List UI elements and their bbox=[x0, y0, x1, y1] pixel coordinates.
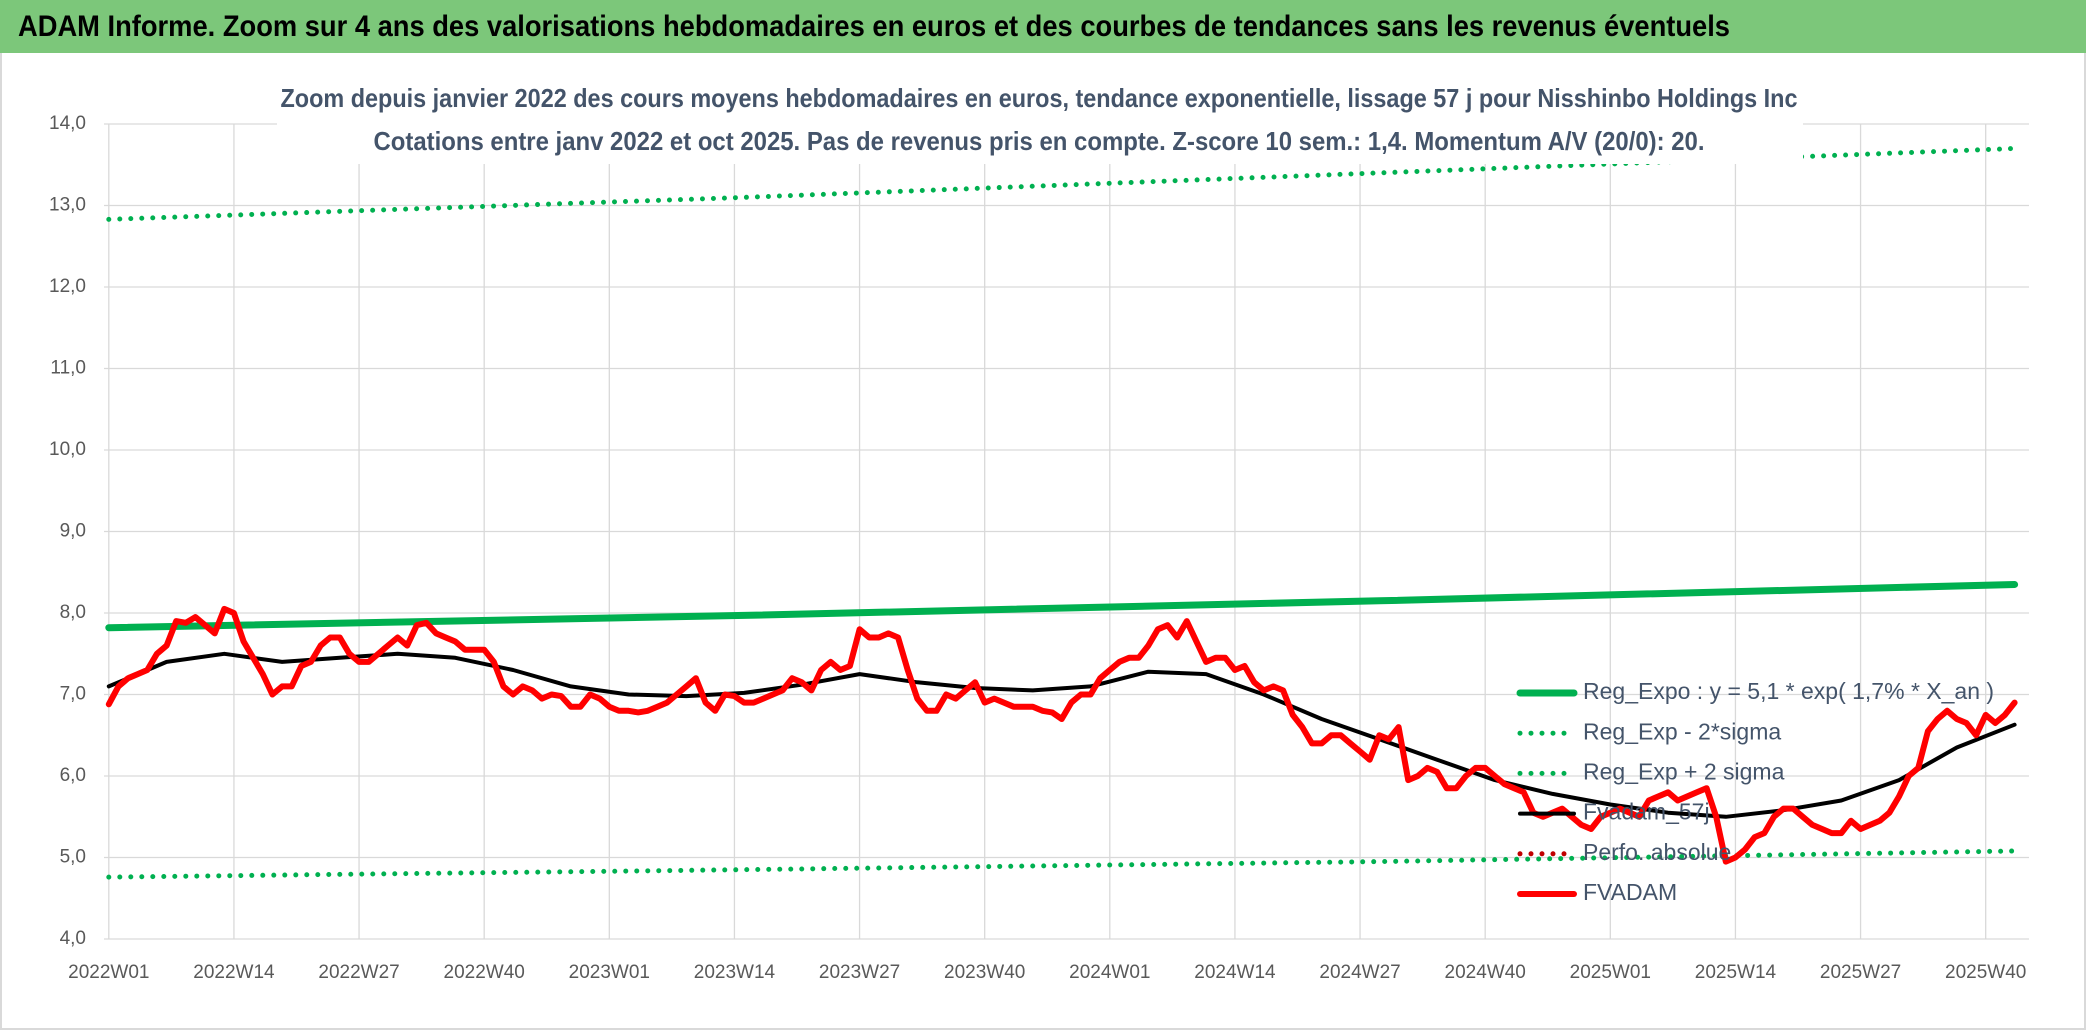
x-tick-label: 2022W27 bbox=[318, 962, 399, 983]
x-tick-label: 2025W40 bbox=[1945, 962, 2026, 983]
legend-label: Reg_Exp - 2*sigma bbox=[1583, 718, 1781, 744]
y-tick-label: 10,0 bbox=[49, 439, 86, 460]
legend-label: Reg_Exp + 2 sigma bbox=[1583, 758, 1785, 784]
y-tick-label: 11,0 bbox=[50, 358, 86, 379]
series-line bbox=[106, 848, 2018, 880]
y-tick-label: 4,0 bbox=[60, 928, 86, 949]
y-tick-label: 14,0 bbox=[49, 113, 86, 134]
series-line bbox=[105, 605, 2018, 865]
chart-subtitle: Cotations entre janv 2022 et oct 2025. P… bbox=[374, 126, 1705, 156]
x-tick-label: 2024W01 bbox=[1069, 962, 1150, 983]
x-tick-label: 2024W27 bbox=[1319, 962, 1400, 983]
legend-label: Fvadam_57j bbox=[1583, 799, 1710, 825]
x-tick-label: 2023W40 bbox=[944, 962, 1025, 983]
header-bar bbox=[0, 0, 2086, 53]
x-tick-label: 2023W27 bbox=[819, 962, 900, 983]
legend-label: FVADAM bbox=[1583, 879, 1677, 905]
x-tick-label: 2024W14 bbox=[1194, 962, 1276, 983]
y-tick-label: 7,0 bbox=[60, 684, 86, 705]
x-tick-label: 2024W40 bbox=[1445, 962, 1526, 983]
y-tick-label: 13,0 bbox=[49, 195, 86, 216]
x-tick-label: 2023W01 bbox=[569, 962, 650, 983]
y-tick-label: 9,0 bbox=[60, 521, 86, 542]
y-tick-label: 5,0 bbox=[60, 847, 86, 868]
x-tick-label: 2025W14 bbox=[1695, 962, 1777, 983]
x-tick-label: 2022W14 bbox=[193, 962, 275, 983]
series-line bbox=[106, 146, 2018, 222]
title-background bbox=[277, 78, 1803, 164]
x-tick-label: 2023W14 bbox=[694, 962, 776, 983]
x-tick-label: 2025W27 bbox=[1820, 962, 1901, 983]
x-tick-label: 2025W01 bbox=[1570, 962, 1651, 983]
legend-label: Perfo. absolue bbox=[1583, 839, 1731, 865]
header-title: ADAM Informe. Zoom sur 4 ans des valoris… bbox=[18, 10, 1730, 43]
x-tick-label: 2022W01 bbox=[68, 962, 149, 983]
legend-label: Reg_Expo : y = 5,1 * exp( 1,7% * X_an ) bbox=[1583, 678, 1994, 704]
y-tick-label: 6,0 bbox=[60, 765, 86, 786]
y-tick-label: 12,0 bbox=[49, 276, 86, 297]
chart-title: Zoom depuis janvier 2022 des cours moyen… bbox=[281, 83, 1798, 113]
y-tick-label: 8,0 bbox=[60, 602, 86, 623]
x-tick-label: 2022W40 bbox=[444, 962, 525, 983]
series-line bbox=[106, 651, 2017, 819]
